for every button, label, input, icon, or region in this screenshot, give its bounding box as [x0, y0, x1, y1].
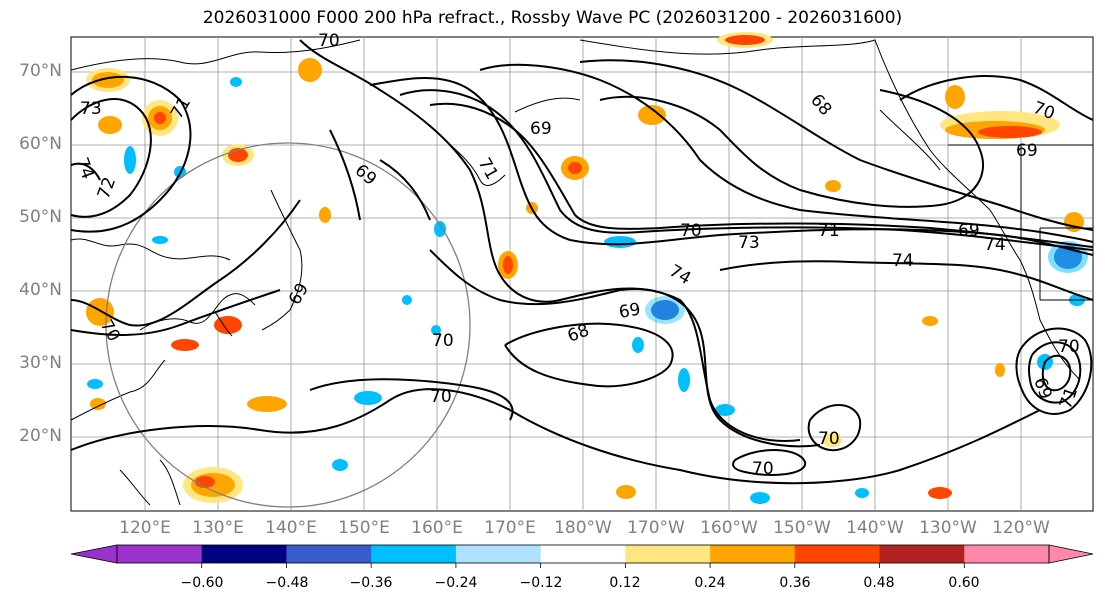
- lon-label: 160°E: [411, 518, 463, 538]
- contour-label: 70: [430, 387, 452, 407]
- contour-label: 73: [738, 233, 760, 253]
- colorbar-tick-label: −0.48: [265, 575, 309, 591]
- contour-label: 70: [818, 429, 840, 449]
- lon-label: 180°W: [554, 518, 612, 538]
- lon-label: 120°E: [119, 518, 171, 538]
- contour-lines: [70, 39, 1094, 485]
- colorbar-cell: [540, 545, 626, 563]
- colorbar-cell: [879, 545, 965, 563]
- map-frame: [70, 36, 1094, 512]
- lon-label: 160°W: [700, 518, 758, 538]
- lon-label: 130°W: [919, 518, 977, 538]
- lat-label: 30°N: [19, 353, 62, 373]
- radius-circle: [105, 142, 471, 508]
- contour-label: 73: [80, 99, 102, 119]
- lon-label: 150°E: [338, 518, 390, 538]
- contour-label: 70: [680, 221, 702, 241]
- colorbar-cell: [201, 545, 287, 563]
- shaded-anomalies: [86, 32, 1088, 504]
- colorbar-cell: [794, 545, 881, 563]
- lon-label: 140°W: [846, 518, 904, 538]
- lat-label: 40°N: [19, 280, 62, 300]
- contour-label: 71: [818, 221, 840, 241]
- lon-label: 120°W: [992, 518, 1050, 538]
- lat-label: 50°N: [19, 207, 62, 227]
- contour-label: 70: [432, 331, 454, 351]
- contour-label: 69: [530, 119, 552, 139]
- colorbar-tick-label: −0.60: [180, 575, 224, 591]
- colorbar-tick-label: 0.12: [609, 575, 641, 591]
- coastlines: [70, 39, 1093, 506]
- colorbar-tick-label: −0.12: [519, 575, 563, 591]
- lat-label: 70°N: [19, 61, 62, 81]
- lat-label: 20°N: [19, 426, 62, 446]
- colorbar-tick-label: 0.48: [863, 575, 895, 591]
- colorbar-tick-label: 0.24: [694, 575, 726, 591]
- colorbar: [70, 544, 1094, 568]
- colorbar-tick-label: −0.24: [434, 575, 478, 591]
- colorbar-cell: [117, 545, 203, 563]
- lon-label: 170°E: [484, 518, 536, 538]
- colorbar-cell: [455, 545, 542, 563]
- contour-label: 69: [617, 299, 642, 322]
- contour-label: 69: [1016, 141, 1038, 161]
- contour-label: 69: [958, 221, 980, 241]
- colorbar-tick-label: 0.60: [948, 575, 980, 591]
- lat-label: 60°N: [19, 134, 62, 154]
- contour-label: 74: [984, 235, 1006, 255]
- colorbar-under-arrow: [70, 544, 118, 564]
- contour-label: 70: [318, 31, 340, 51]
- colorbar-cell: [625, 545, 711, 563]
- colorbar-cell: [286, 545, 372, 563]
- colorbar-cell: [710, 545, 796, 563]
- colorbar-over-arrow: [1048, 544, 1094, 564]
- gridlines: [71, 37, 1093, 511]
- contour-label: 70: [1058, 337, 1080, 357]
- colorbar-cell: [371, 545, 457, 563]
- map-title: 2026031000 F000 200 hPa refract., Rossby…: [202, 8, 903, 28]
- colorbar-cell: [964, 545, 1050, 563]
- colorbar-tick-label: 0.36: [779, 575, 811, 591]
- contour-label: 70: [752, 459, 774, 479]
- contour-label: 74: [892, 251, 914, 271]
- lon-label: 130°E: [192, 518, 244, 538]
- colorbar-tick-label: −0.36: [349, 575, 393, 591]
- lon-label: 150°W: [773, 518, 831, 538]
- lon-label: 170°W: [627, 518, 685, 538]
- lon-label: 140°E: [265, 518, 317, 538]
